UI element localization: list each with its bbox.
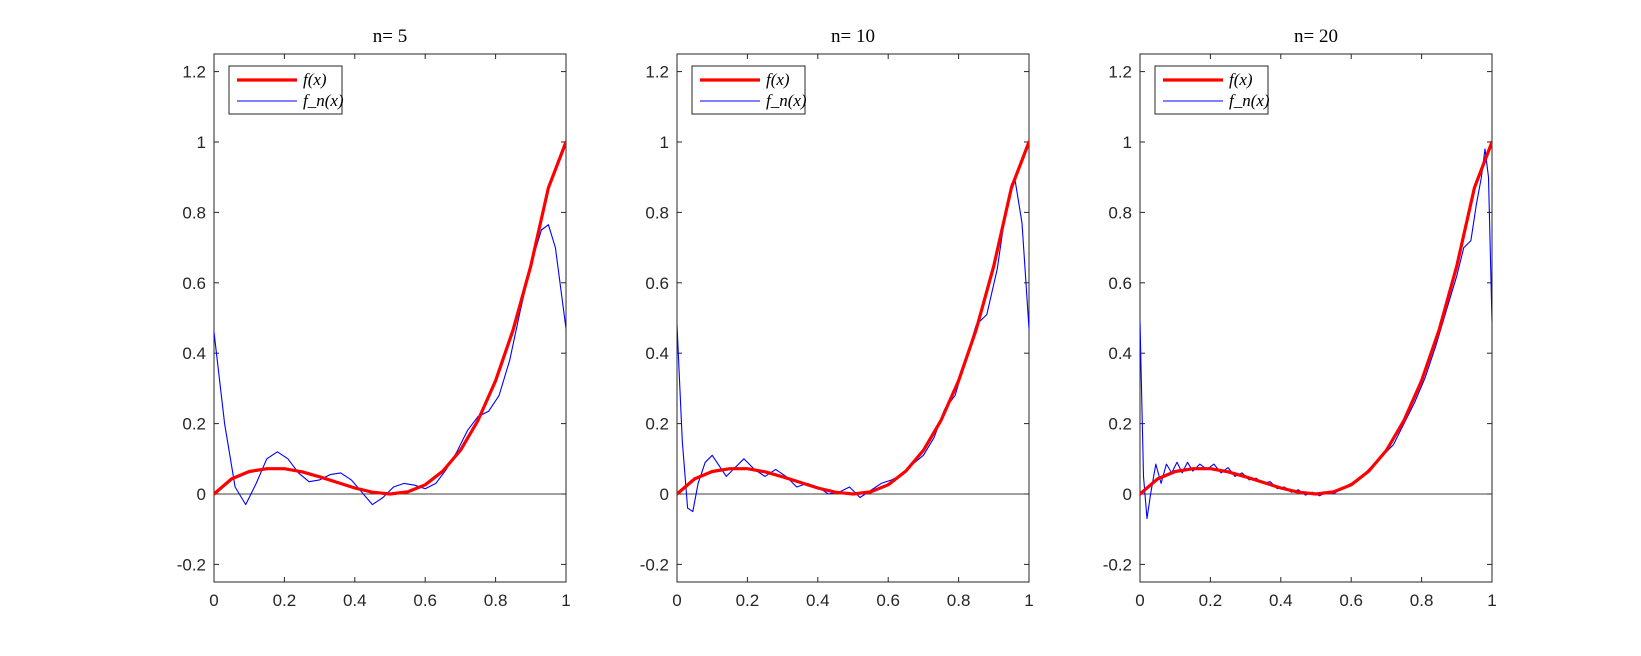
y-tick-label: 0.8 bbox=[182, 203, 206, 222]
y-tick-label: 0.2 bbox=[1108, 415, 1132, 434]
x-tick-label: 0.2 bbox=[1199, 591, 1223, 610]
y-tick-label: 1 bbox=[1123, 133, 1132, 152]
y-tick-label: 0 bbox=[197, 485, 206, 504]
y-tick-label: 1 bbox=[197, 133, 206, 152]
y-tick-label: 0 bbox=[1123, 485, 1132, 504]
y-tick-label: 0.6 bbox=[182, 274, 206, 293]
y-tick-label: 1.2 bbox=[1108, 63, 1132, 82]
legend: f(x) f_n(x) bbox=[228, 65, 344, 115]
y-tick-label: 0.2 bbox=[182, 415, 206, 434]
axes-box bbox=[1139, 53, 1493, 583]
panel-1: 0 0.2 0.4 0.6 0.8 1-0.200.20.40.60.811.2n= 5f… bbox=[177, 26, 571, 610]
panel-title: n= 20 bbox=[1294, 26, 1338, 47]
legend-label: f_n(x) bbox=[1229, 91, 1270, 110]
legend-label: f_n(x) bbox=[766, 91, 807, 110]
y-tick-label: 1.2 bbox=[182, 63, 206, 82]
axes-box bbox=[213, 53, 567, 583]
y-tick-label: 0.6 bbox=[645, 274, 669, 293]
x-tick-label: 0.4 bbox=[343, 591, 367, 610]
x-tick-label: 0 bbox=[672, 591, 681, 610]
legend-label: f(x) bbox=[1229, 70, 1253, 89]
x-tick-label: 0.2 bbox=[273, 591, 297, 610]
legend-label: f(x) bbox=[303, 70, 327, 89]
y-tick-label: -0.2 bbox=[177, 555, 206, 574]
legend: f(x) f_n(x) bbox=[1154, 65, 1270, 115]
y-tick-label: 0.4 bbox=[1108, 344, 1132, 363]
x-tick-label: 0 bbox=[1135, 591, 1144, 610]
series-line-f bbox=[1140, 140, 1492, 496]
y-tick-label: 0.8 bbox=[1108, 203, 1132, 222]
y-tick-label: 0 bbox=[660, 485, 669, 504]
x-tick-label: 1 bbox=[561, 591, 570, 610]
y-tick-label: 0.4 bbox=[645, 344, 669, 363]
axes-box bbox=[676, 53, 1030, 583]
x-tick-label: 0.8 bbox=[484, 591, 508, 610]
legend-box bbox=[228, 65, 343, 115]
series-line-f bbox=[677, 140, 1029, 496]
x-tick-label: 0.6 bbox=[413, 591, 437, 610]
legend: f(x) f_n(x) bbox=[691, 65, 807, 115]
legend-label: f(x) bbox=[766, 70, 790, 89]
series-line-f bbox=[214, 140, 566, 496]
legend-label: f_n(x) bbox=[303, 91, 344, 110]
x-tick-label: 0.4 bbox=[1269, 591, 1293, 610]
legend-box bbox=[691, 65, 806, 115]
y-tick-label: -0.2 bbox=[1103, 555, 1132, 574]
y-tick-label: 0.2 bbox=[645, 415, 669, 434]
y-tick-label: -0.2 bbox=[640, 555, 669, 574]
panel-title: n= 5 bbox=[373, 26, 407, 47]
series-line-fn bbox=[677, 178, 1029, 513]
y-tick-label: 0.6 bbox=[1108, 274, 1132, 293]
x-tick-label: 1 bbox=[1487, 591, 1496, 610]
x-tick-label: 0.8 bbox=[1410, 591, 1434, 610]
x-tick-label: 1 bbox=[1024, 591, 1033, 610]
y-tick-label: 1.2 bbox=[645, 63, 669, 82]
x-tick-label: 0.6 bbox=[1339, 591, 1363, 610]
series-line-fn bbox=[214, 224, 566, 506]
x-tick-label: 0.6 bbox=[876, 591, 900, 610]
y-tick-label: 0.4 bbox=[182, 344, 206, 363]
panel-title: n= 10 bbox=[831, 26, 875, 47]
legend-box bbox=[1154, 65, 1269, 115]
x-tick-label: 0.2 bbox=[736, 591, 760, 610]
y-tick-label: 0.8 bbox=[645, 203, 669, 222]
panel-2: 0 0.2 0.4 0.6 0.8 1-0.200.20.40.60.811.2n= 10… bbox=[640, 26, 1034, 610]
panel-3: 0 0.2 0.4 0.6 0.8 1-0.200.20.40.60.811.2n= 20… bbox=[1103, 26, 1497, 610]
x-tick-label: 0.4 bbox=[806, 591, 830, 610]
y-tick-label: 1 bbox=[660, 133, 669, 152]
x-tick-label: 0.8 bbox=[947, 591, 971, 610]
x-tick-label: 0 bbox=[209, 591, 218, 610]
